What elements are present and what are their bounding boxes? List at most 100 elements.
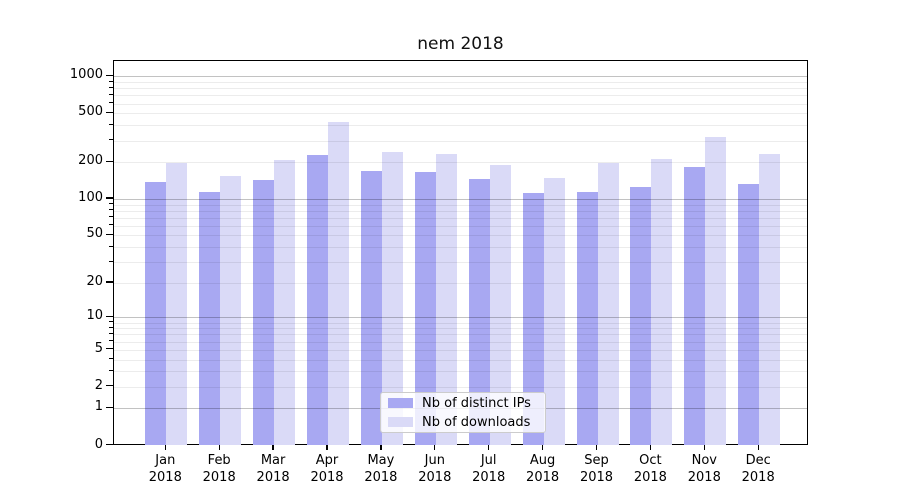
x-tick xyxy=(272,444,274,450)
legend: Nb of distinct IPs Nb of downloads xyxy=(380,392,546,433)
bar-downloads-sep xyxy=(597,163,619,446)
y-minor-tick xyxy=(109,358,113,360)
bar-downloads-apr xyxy=(328,122,349,446)
bar-distinct-ips-mar xyxy=(253,180,275,446)
x-tick xyxy=(703,444,705,450)
bar-downloads-jun xyxy=(435,153,457,446)
y-tick xyxy=(106,443,113,446)
y-tick-label: 0 xyxy=(94,436,103,452)
y-tick-label: 1000 xyxy=(69,67,103,83)
x-tick xyxy=(326,444,328,450)
bar-downloads-mar xyxy=(274,160,296,446)
x-tick-label: Jul 2018 xyxy=(472,452,506,485)
x-tick-label: Jun 2018 xyxy=(418,452,452,485)
y-tick xyxy=(106,315,113,318)
y-tick-label: 500 xyxy=(78,104,103,120)
x-tick-label: Apr 2018 xyxy=(310,452,344,485)
y-tick-label: 2 xyxy=(94,377,103,393)
y-minor-tick xyxy=(109,369,113,371)
y-tick-label: 50 xyxy=(86,226,103,242)
x-tick xyxy=(380,444,382,450)
x-tick-label: Oct 2018 xyxy=(633,452,667,485)
legend-label-distinct-ips: Nb of distinct IPs xyxy=(422,395,531,411)
y-tick xyxy=(106,111,113,114)
bar-distinct-ips-feb xyxy=(199,191,221,446)
legend-row-downloads: Nb of downloads xyxy=(388,415,545,430)
bar-distinct-ips-jul xyxy=(468,178,490,446)
y-tick xyxy=(106,197,113,199)
y-tick-label: 10 xyxy=(86,308,103,324)
bar-distinct-ips-jun xyxy=(414,172,436,446)
y-minor-tick xyxy=(109,326,113,328)
y-tick xyxy=(106,160,113,162)
y-tick-label: 5 xyxy=(94,340,103,356)
bar-downloads-nov xyxy=(705,137,727,446)
y-tick-label: 100 xyxy=(78,189,103,205)
y-tick-label: 1 xyxy=(94,399,103,415)
y-minor-tick xyxy=(109,86,113,88)
y-tick xyxy=(106,385,113,387)
bar-downloads-jul xyxy=(489,164,511,446)
x-tick xyxy=(757,444,759,450)
y-tick xyxy=(106,233,113,236)
legend-label-downloads: Nb of downloads xyxy=(422,414,531,430)
y-minor-tick xyxy=(109,332,113,334)
bar-downloads-dec xyxy=(759,153,781,446)
y-minor-tick xyxy=(109,203,113,205)
x-tick-label: Aug 2018 xyxy=(526,452,560,485)
bar-distinct-ips-may xyxy=(360,170,382,446)
y-tick-label: 20 xyxy=(86,273,103,289)
x-tick xyxy=(164,444,166,450)
y-tick xyxy=(106,348,113,350)
y-minor-tick xyxy=(109,102,113,104)
bar-distinct-ips-nov xyxy=(684,166,706,446)
bar-downloads-oct xyxy=(651,158,673,446)
y-tick-label: 200 xyxy=(78,153,103,169)
y-minor-tick xyxy=(109,340,113,342)
plot-area xyxy=(113,60,808,446)
bar-downloads-jan xyxy=(166,162,188,446)
y-minor-tick xyxy=(109,209,113,211)
legend-swatch-distinct-ips xyxy=(388,398,413,408)
x-tick-label: Mar 2018 xyxy=(256,452,290,485)
y-minor-tick xyxy=(109,260,113,262)
bar-distinct-ips-sep xyxy=(576,192,598,446)
bar-distinct-ips-oct xyxy=(630,186,652,446)
y-minor-tick xyxy=(109,245,113,247)
y-tick xyxy=(106,281,113,283)
x-tick xyxy=(595,444,598,450)
x-tick xyxy=(488,444,490,450)
bar-distinct-ips-apr xyxy=(307,154,328,446)
legend-swatch-downloads xyxy=(388,417,413,427)
x-tick-label: Dec 2018 xyxy=(741,452,775,485)
bar-downloads-aug xyxy=(543,178,565,446)
y-minor-tick xyxy=(109,321,113,322)
bar-distinct-ips-aug xyxy=(522,193,544,446)
y-minor-tick xyxy=(109,139,113,141)
y-minor-tick xyxy=(109,123,113,125)
x-tick xyxy=(649,444,652,450)
x-tick-label: Feb 2018 xyxy=(202,452,236,485)
y-minor-tick xyxy=(109,224,113,226)
bar-downloads-may xyxy=(381,151,403,446)
x-tick-label: Sep 2018 xyxy=(579,452,614,485)
y-tick xyxy=(106,406,113,409)
bar-downloads-feb xyxy=(220,175,242,446)
x-tick xyxy=(434,444,436,450)
y-tick xyxy=(106,74,113,77)
x-tick xyxy=(541,444,544,450)
y-minor-tick xyxy=(109,216,113,218)
y-minor-tick xyxy=(109,80,113,82)
bars-layer xyxy=(114,61,807,446)
chart-title: nem 2018 xyxy=(417,34,504,54)
x-tick-label: May 2018 xyxy=(364,452,398,485)
bar-distinct-ips-dec xyxy=(738,184,760,446)
x-tick xyxy=(218,444,220,450)
x-tick-label: Nov 2018 xyxy=(687,452,721,485)
x-tick-label: Jan 2018 xyxy=(148,452,182,485)
legend-row-distinct-ips: Nb of distinct IPs xyxy=(388,396,545,411)
y-minor-tick xyxy=(109,93,113,95)
